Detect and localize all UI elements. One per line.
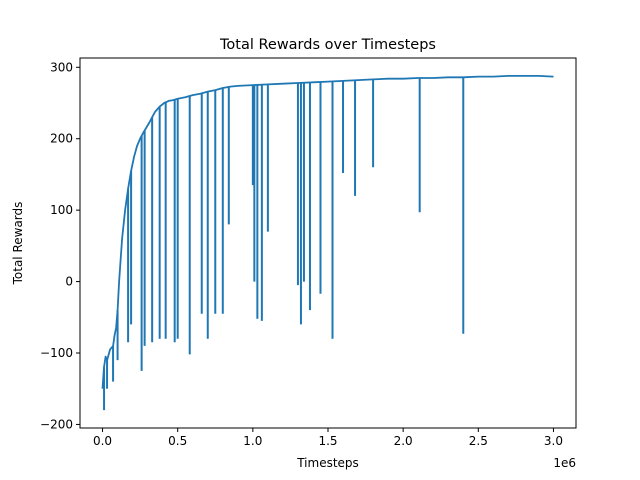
series-line (101, 75, 554, 389)
x-tick-label: 0.0 (93, 434, 112, 448)
y-tick-label: 0 (65, 275, 73, 289)
x-axis: 0.0 0.5 1.0 1.5 2.0 2.5 3.0 (93, 428, 563, 448)
x-tick-label: 2.5 (469, 434, 488, 448)
y-tick-label: −100 (40, 346, 73, 360)
x-axis-label: Timesteps (296, 456, 359, 470)
y-axis-label: Total Rewards (11, 202, 25, 286)
y-axis: −200 −100 0 100 200 300 (40, 60, 80, 431)
series-layer (101, 75, 554, 411)
x-tick-label: 2.0 (394, 434, 413, 448)
x-tick-label: 1.5 (318, 434, 337, 448)
y-tick-label: 300 (50, 60, 73, 74)
y-tick-label: 100 (50, 203, 73, 217)
x-tick-label: 3.0 (544, 434, 563, 448)
x-tick-label: 1.0 (243, 434, 262, 448)
chart-title: Total Rewards over Timesteps (219, 37, 436, 53)
x-tick-label: 0.5 (168, 434, 187, 448)
y-tick-label: −200 (40, 417, 73, 431)
plot-area (101, 75, 554, 411)
y-tick-label: 200 (50, 132, 73, 146)
x-offset-text: 1e6 (553, 456, 576, 470)
